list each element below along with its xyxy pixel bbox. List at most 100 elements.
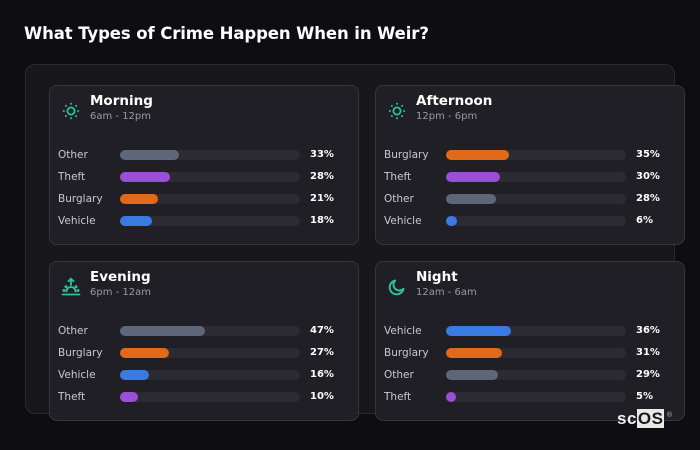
bar-track	[446, 194, 626, 204]
bar-row: Other 47%	[58, 324, 358, 346]
sun-icon	[386, 100, 408, 122]
bar-label: Burglary	[384, 347, 429, 359]
bar-list: Vehicle 36% Burglary 31% Other 29% Theft 5%	[384, 324, 684, 412]
bar-row: Burglary 27%	[58, 346, 358, 368]
bar-row: Vehicle 16%	[58, 368, 358, 390]
bar-fill	[446, 348, 502, 358]
bar-label: Burglary	[384, 149, 429, 161]
bar-value: 6%	[636, 215, 653, 226]
bar-track	[120, 172, 300, 182]
bar-value: 35%	[636, 149, 660, 160]
bar-track	[446, 216, 626, 226]
bar-value: 5%	[636, 391, 653, 402]
card-night: Night 12am - 6am Vehicle 36% Burglary 31% Ot…	[375, 261, 685, 421]
bar-label: Other	[384, 193, 414, 205]
bar-row: Burglary 21%	[58, 192, 358, 214]
bar-value: 27%	[310, 347, 334, 358]
bar-value: 29%	[636, 369, 660, 380]
bar-label: Other	[58, 325, 88, 337]
bar-track	[120, 348, 300, 358]
bar-list: Other 33% Theft 28% Burglary 21% Vehicle 18%	[58, 148, 358, 236]
card-title: Morning	[90, 93, 153, 109]
bar-label: Theft	[58, 171, 86, 183]
sunset-icon	[60, 276, 82, 298]
card-subtitle: 6pm - 12am	[90, 287, 152, 298]
bar-value: 16%	[310, 369, 334, 380]
bar-row: Burglary 31%	[384, 346, 684, 368]
bar-fill	[120, 194, 158, 204]
bar-fill	[120, 348, 169, 358]
card-afternoon: Afternoon 12pm - 6pm Burglary 35% Theft 30%…	[375, 85, 685, 245]
bar-fill	[120, 392, 138, 402]
bar-label: Vehicle	[58, 369, 96, 381]
bar-list: Other 47% Burglary 27% Vehicle 16% Theft 10%	[58, 324, 358, 412]
scos-logo: scOS ®	[617, 409, 673, 428]
bar-value: 18%	[310, 215, 334, 226]
bar-label: Burglary	[58, 193, 103, 205]
bar-row: Theft 28%	[58, 170, 358, 192]
bar-fill	[120, 150, 180, 160]
bar-label: Theft	[58, 391, 86, 403]
bar-value: 28%	[310, 171, 334, 182]
card-evening: Evening 6pm - 12am Other 47% Burglary 27% Ve…	[49, 261, 359, 421]
bar-track	[120, 392, 300, 402]
bar-label: Burglary	[58, 347, 103, 359]
bar-track	[120, 194, 300, 204]
bar-row: Burglary 35%	[384, 148, 684, 170]
bar-row: Vehicle 18%	[58, 214, 358, 236]
bar-track	[446, 150, 626, 160]
bar-row: Theft 5%	[384, 390, 684, 412]
bar-row: Theft 10%	[58, 390, 358, 412]
bar-row: Vehicle 6%	[384, 214, 684, 236]
bar-value: 28%	[636, 193, 660, 204]
bar-value: 31%	[636, 347, 660, 358]
bar-row: Vehicle 36%	[384, 324, 684, 346]
bar-label: Theft	[384, 171, 412, 183]
sun-icon	[60, 100, 82, 122]
bar-fill	[446, 172, 500, 182]
bar-track	[120, 370, 300, 380]
bar-label: Theft	[384, 391, 412, 403]
bar-fill	[446, 150, 509, 160]
card-title: Night	[416, 269, 458, 285]
bar-fill	[120, 172, 171, 182]
bar-track	[120, 150, 300, 160]
bar-track	[446, 370, 626, 380]
bar-value: 10%	[310, 391, 334, 402]
bar-track	[446, 392, 626, 402]
bar-row: Other 33%	[58, 148, 358, 170]
bar-row: Other 29%	[384, 368, 684, 390]
bar-fill	[120, 370, 149, 380]
bar-value: 30%	[636, 171, 660, 182]
bar-fill	[446, 326, 511, 336]
bar-list: Burglary 35% Theft 30% Other 28% Vehicle 6%	[384, 148, 684, 236]
bar-fill	[446, 194, 497, 204]
page-title: What Types of Crime Happen When in Weir?	[24, 24, 429, 43]
bar-track	[120, 216, 300, 226]
bar-value: 36%	[636, 325, 660, 336]
bar-track	[446, 348, 626, 358]
bar-label: Other	[384, 369, 414, 381]
bar-value: 33%	[310, 149, 334, 160]
card-morning: Morning 6am - 12pm Other 33% Theft 28% Burgl…	[49, 85, 359, 245]
bar-row: Other 28%	[384, 192, 684, 214]
bar-track	[446, 172, 626, 182]
bar-label: Vehicle	[384, 215, 422, 227]
card-subtitle: 12pm - 6pm	[416, 111, 478, 122]
bar-fill	[120, 216, 153, 226]
bar-fill	[446, 370, 499, 380]
card-title: Evening	[90, 269, 151, 285]
moon-icon	[386, 276, 408, 298]
bar-label: Vehicle	[58, 215, 96, 227]
bar-value: 21%	[310, 193, 334, 204]
card-title: Afternoon	[416, 93, 493, 109]
bar-track	[120, 326, 300, 336]
card-subtitle: 12am - 6am	[416, 287, 477, 298]
bar-fill	[446, 392, 456, 402]
bar-label: Other	[58, 149, 88, 161]
bar-label: Vehicle	[384, 325, 422, 337]
bar-row: Theft 30%	[384, 170, 684, 192]
card-subtitle: 6am - 12pm	[90, 111, 152, 122]
bar-fill	[446, 216, 457, 226]
bar-fill	[120, 326, 205, 336]
